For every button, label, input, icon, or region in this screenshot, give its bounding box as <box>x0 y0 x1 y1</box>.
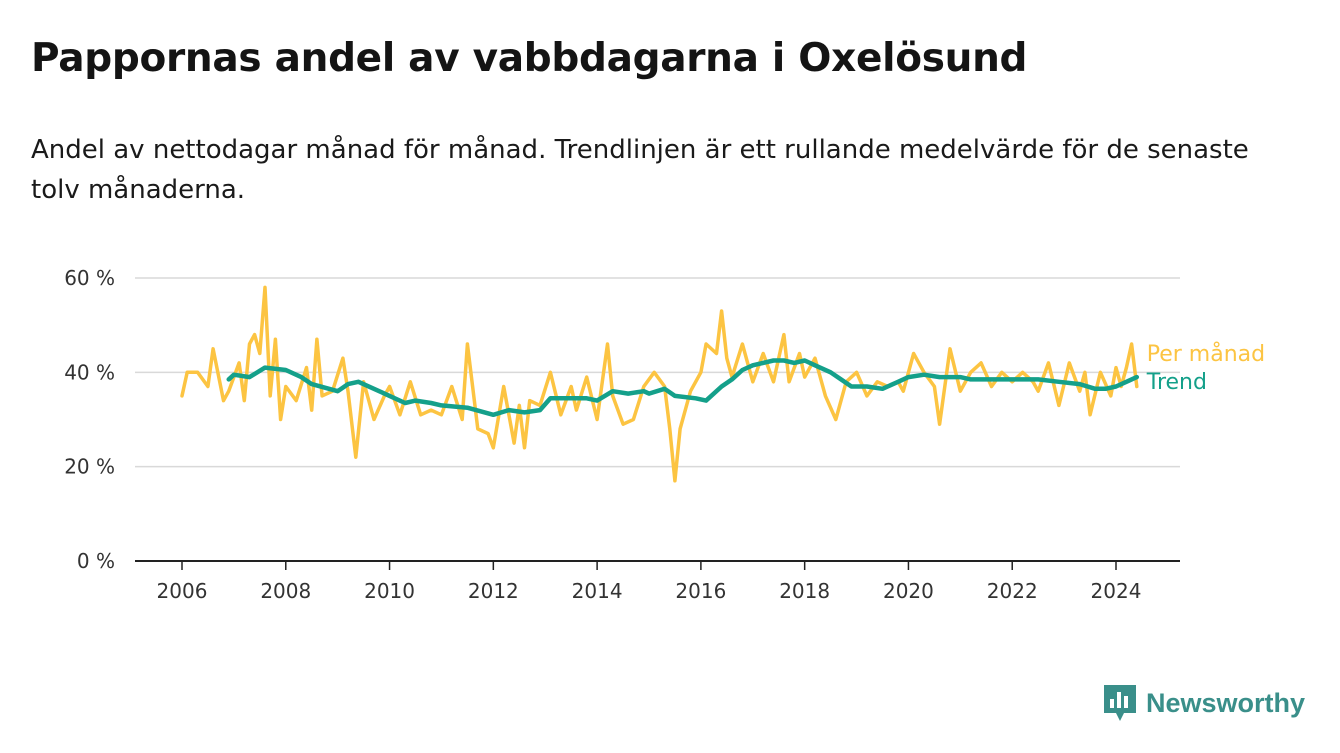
brand-name: Newsworthy <box>1146 687 1306 718</box>
x-tick-label: 2018 <box>779 579 830 603</box>
y-axis: 0 % 20 % 40 % 60 % <box>64 266 115 573</box>
x-tick-label: 2010 <box>364 579 415 603</box>
x-tick-label: 2022 <box>987 579 1038 603</box>
series-line-per-manad <box>180 285 1139 483</box>
page-title: Pappornas andel av vabbdagarna i Oxelösu… <box>31 36 1028 81</box>
page-subtitle: Andel av nettodagar månad för månad. Tre… <box>31 135 1249 205</box>
x-axis: 2006 2008 2010 2012 2014 2016 2018 2020 2022 2024 <box>135 560 1180 603</box>
y-tick-label: 0 % <box>77 549 115 573</box>
y-tick-label: 40 % <box>64 360 115 384</box>
series-labels: Per månad Trend <box>1146 341 1265 395</box>
x-tick-label: 2024 <box>1091 579 1142 603</box>
newsworthy-logo-icon <box>1104 685 1136 721</box>
series-label-per-manad: Per månad <box>1147 341 1265 367</box>
x-tick-label: 2006 <box>157 579 208 603</box>
y-tick-label: 20 % <box>64 455 115 479</box>
x-tick-label: 2014 <box>572 579 623 603</box>
series-line-trend <box>226 358 1140 418</box>
x-tick-label: 2012 <box>468 579 519 603</box>
chart-grid <box>135 277 1180 468</box>
chart-series <box>180 285 1140 483</box>
y-tick-label: 60 % <box>64 266 115 290</box>
x-tick-label: 2008 <box>260 579 311 603</box>
x-tick-label: 2020 <box>883 579 934 603</box>
x-tick-label: 2016 <box>675 579 726 603</box>
series-label-trend: Trend <box>1146 370 1207 395</box>
brand-logo: Newsworthy <box>1102 683 1305 723</box>
